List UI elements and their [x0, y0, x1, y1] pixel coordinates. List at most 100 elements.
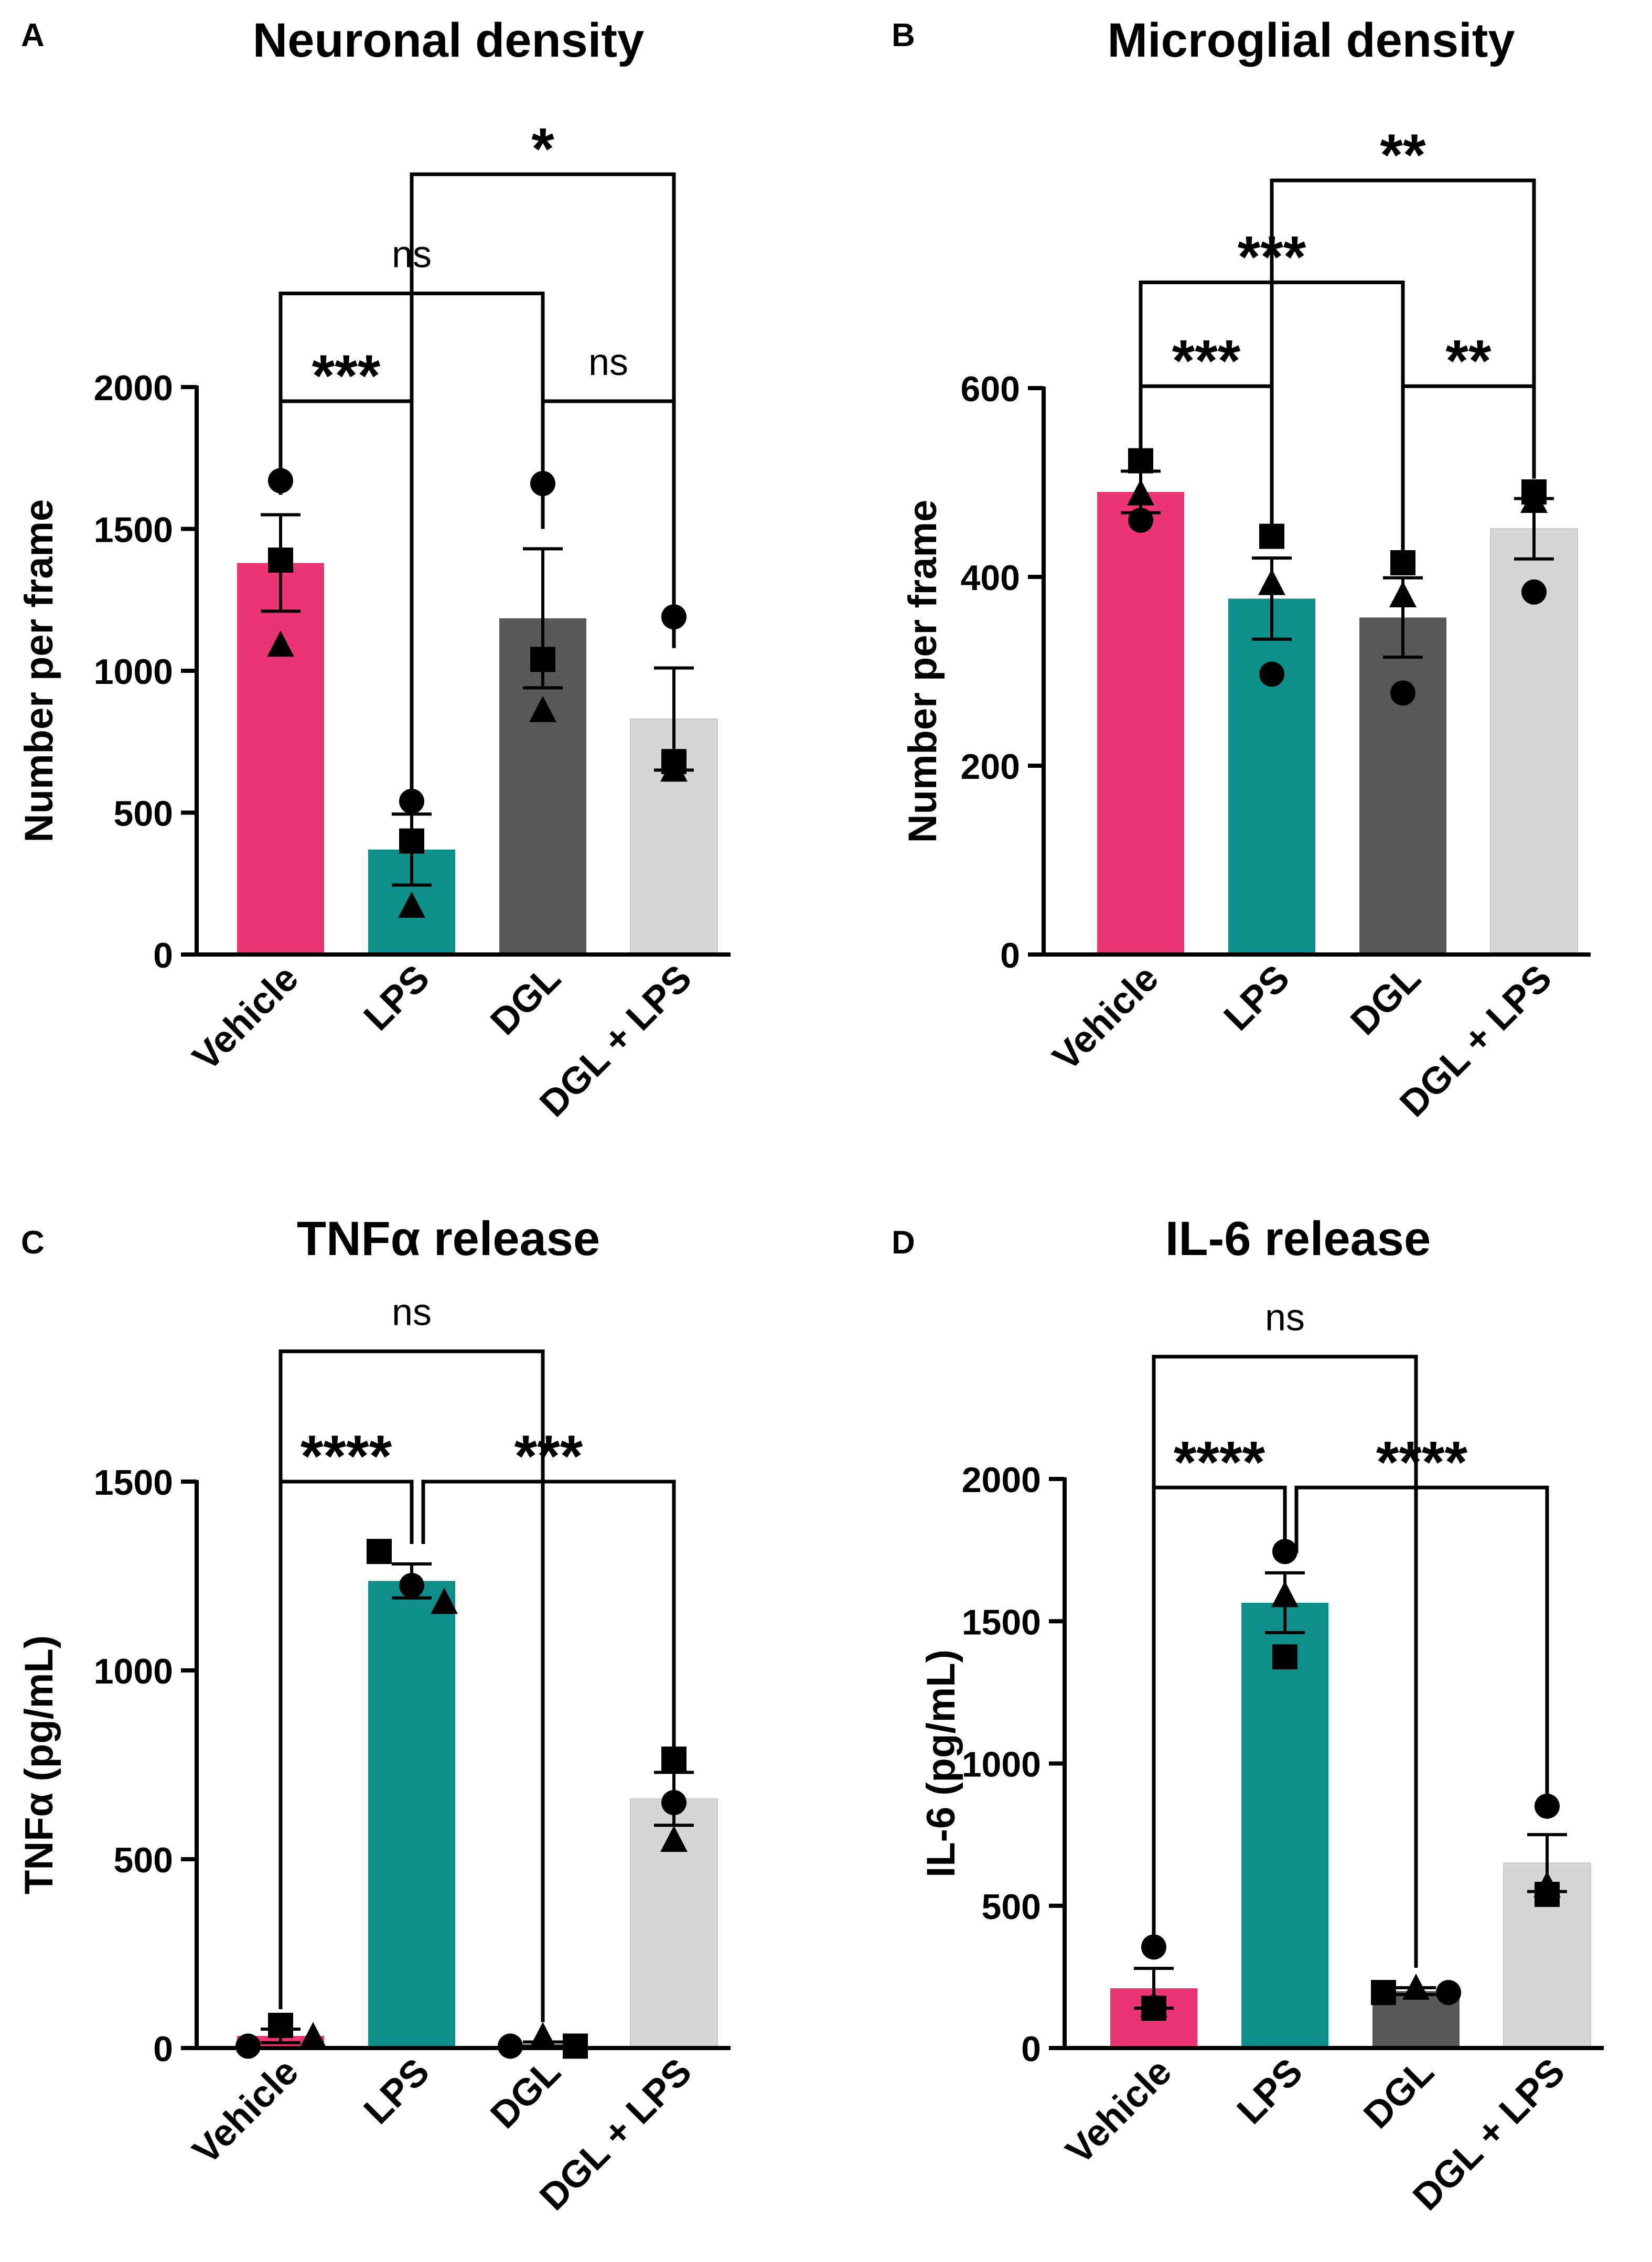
significance-label: ***: [312, 343, 381, 409]
y-axis-label: TNFα (pg/mL): [17, 1635, 61, 1894]
data-point-triangle: [660, 755, 688, 782]
significance-bracket: [1152, 1355, 1418, 1968]
data-point-circle: [399, 1573, 424, 1598]
data-point-circle: [1521, 579, 1547, 605]
data-point-triangle: [398, 892, 425, 918]
panel-b: B Microglial density 0 200 400 600 Number per …: [892, 14, 1591, 1125]
data-point-square: [268, 548, 293, 573]
chart-title: IL-6 release: [1165, 1212, 1431, 1266]
y-tick-label: 500: [114, 1840, 173, 1880]
x-tick-label: Vehicle: [1058, 2051, 1179, 2172]
y-tick-label: 2000: [962, 1460, 1041, 1500]
significance-label: ns: [392, 1292, 432, 1334]
data-point-triangle: [431, 1588, 458, 1614]
data-point-square: [268, 2012, 293, 2038]
significance-label: ****: [1376, 1429, 1468, 1495]
panel-letter: D: [892, 1225, 915, 1261]
significance-bracket: [421, 1480, 676, 1753]
data-point-triangle: [1140, 1990, 1167, 2017]
x-tick-label: LPS: [1216, 957, 1298, 1039]
data-point-square: [1128, 448, 1153, 474]
y-axis-label: Number per frame: [900, 500, 945, 843]
data-point-triangle: [267, 630, 294, 657]
x-tick-label: Vehicle: [185, 957, 306, 1079]
significance-label: *: [531, 116, 554, 181]
y-tick-label: 500: [114, 794, 173, 834]
data-point-circle: [1390, 680, 1415, 706]
y-tick-label: 0: [1021, 2029, 1041, 2069]
chart-title: Neuronal density: [253, 14, 644, 67]
significance-label: ***: [514, 1423, 583, 1489]
y-tick-label: 1000: [94, 652, 173, 692]
data-point-circle: [399, 788, 424, 814]
y-tick-label: 0: [1000, 936, 1020, 975]
data-point-square: [399, 828, 424, 854]
y-tick-label: 2000: [94, 368, 173, 408]
significance-label: ****: [1174, 1429, 1265, 1495]
x-tick-label: Vehicle: [185, 2051, 306, 2172]
data-point-circle: [235, 2033, 261, 2059]
x-tick-label: DGL: [482, 2051, 568, 2137]
data-point-triangle: [1520, 487, 1548, 513]
significance-bracket: [1294, 1485, 1549, 1815]
y-tick-label: 0: [153, 936, 173, 975]
significance-bracket: [410, 172, 676, 795]
data-point-square: [563, 2033, 588, 2059]
y-tick-label: 500: [982, 1887, 1041, 1927]
y-axis-label: Number per frame: [17, 499, 61, 843]
bar-lps: [368, 1581, 455, 2048]
panel-c: C TNFα release 0 500 1000 1500 TNFα (pg/mL) ***…: [17, 1212, 731, 2218]
y-tick-label: 1500: [94, 510, 173, 550]
significance-bracket: [541, 399, 676, 648]
y-tick-label: 600: [961, 369, 1020, 409]
data-point-circle: [1259, 661, 1284, 687]
significance-label: **: [1445, 328, 1492, 393]
panel-a: A Neuronal density 0 500 1000 1500 2000 Number …: [17, 14, 731, 1125]
y-tick-label: 1500: [94, 1463, 173, 1503]
panel-d: D IL-6 release 0 500 1000 1500 2000 IL-6 (pg/mL…: [892, 1212, 1604, 2218]
panel-letter: A: [21, 17, 45, 53]
significance-label: ns: [1265, 1297, 1305, 1339]
data-point-circle: [498, 2033, 523, 2059]
chart-title: Microglial density: [1107, 14, 1515, 67]
significance-bracket: [278, 1349, 545, 2022]
bar-vehicle: [1097, 492, 1184, 955]
data-point-triangle: [1127, 479, 1154, 506]
y-tick-label: 0: [153, 2029, 173, 2069]
x-tick-label: LPS: [356, 2051, 438, 2132]
data-point-triangle: [1271, 1581, 1299, 1607]
x-tick-label: Vehicle: [1045, 957, 1166, 1079]
data-point-triangle: [299, 2022, 327, 2049]
data-point-triangle: [660, 1826, 688, 1852]
data-point-triangle: [529, 2022, 556, 2049]
chart-title: TNFα release: [297, 1212, 600, 1266]
data-point-circle: [661, 1790, 686, 1815]
x-tick-label: DGL: [1343, 957, 1429, 1043]
y-tick-label: 1000: [962, 1745, 1041, 1785]
data-point-triangle: [1258, 569, 1285, 595]
significance-label: **: [1380, 122, 1426, 188]
y-axis-label: IL-6 (pg/mL): [919, 1649, 963, 1878]
data-point-square: [530, 647, 555, 672]
y-tick-label: 1000: [94, 1652, 173, 1691]
x-tick-label: DGL: [1356, 2051, 1442, 2137]
x-tick-label: LPS: [1229, 2051, 1311, 2132]
data-point-circle: [1436, 1980, 1461, 2006]
significance-label: ***: [1172, 328, 1241, 393]
data-point-circle: [1128, 508, 1153, 533]
data-point-square: [1371, 1980, 1396, 2006]
bar-lps: [1241, 1602, 1328, 2048]
data-point-triangle: [529, 695, 556, 722]
x-tick-label: DGL: [482, 957, 568, 1043]
x-tick-label: LPS: [356, 957, 438, 1039]
y-tick-label: 1500: [962, 1602, 1041, 1642]
data-point-square: [367, 1539, 392, 1564]
bar-vehicle: [237, 563, 324, 955]
significance-bracket: [1270, 178, 1536, 538]
data-point-triangle: [1402, 1974, 1430, 2000]
y-tick-label: 200: [961, 747, 1020, 787]
data-point-square: [1272, 1644, 1297, 1670]
bar-lps: [1228, 598, 1315, 955]
panel-letter: B: [892, 17, 915, 53]
panel-letter: C: [21, 1225, 45, 1261]
